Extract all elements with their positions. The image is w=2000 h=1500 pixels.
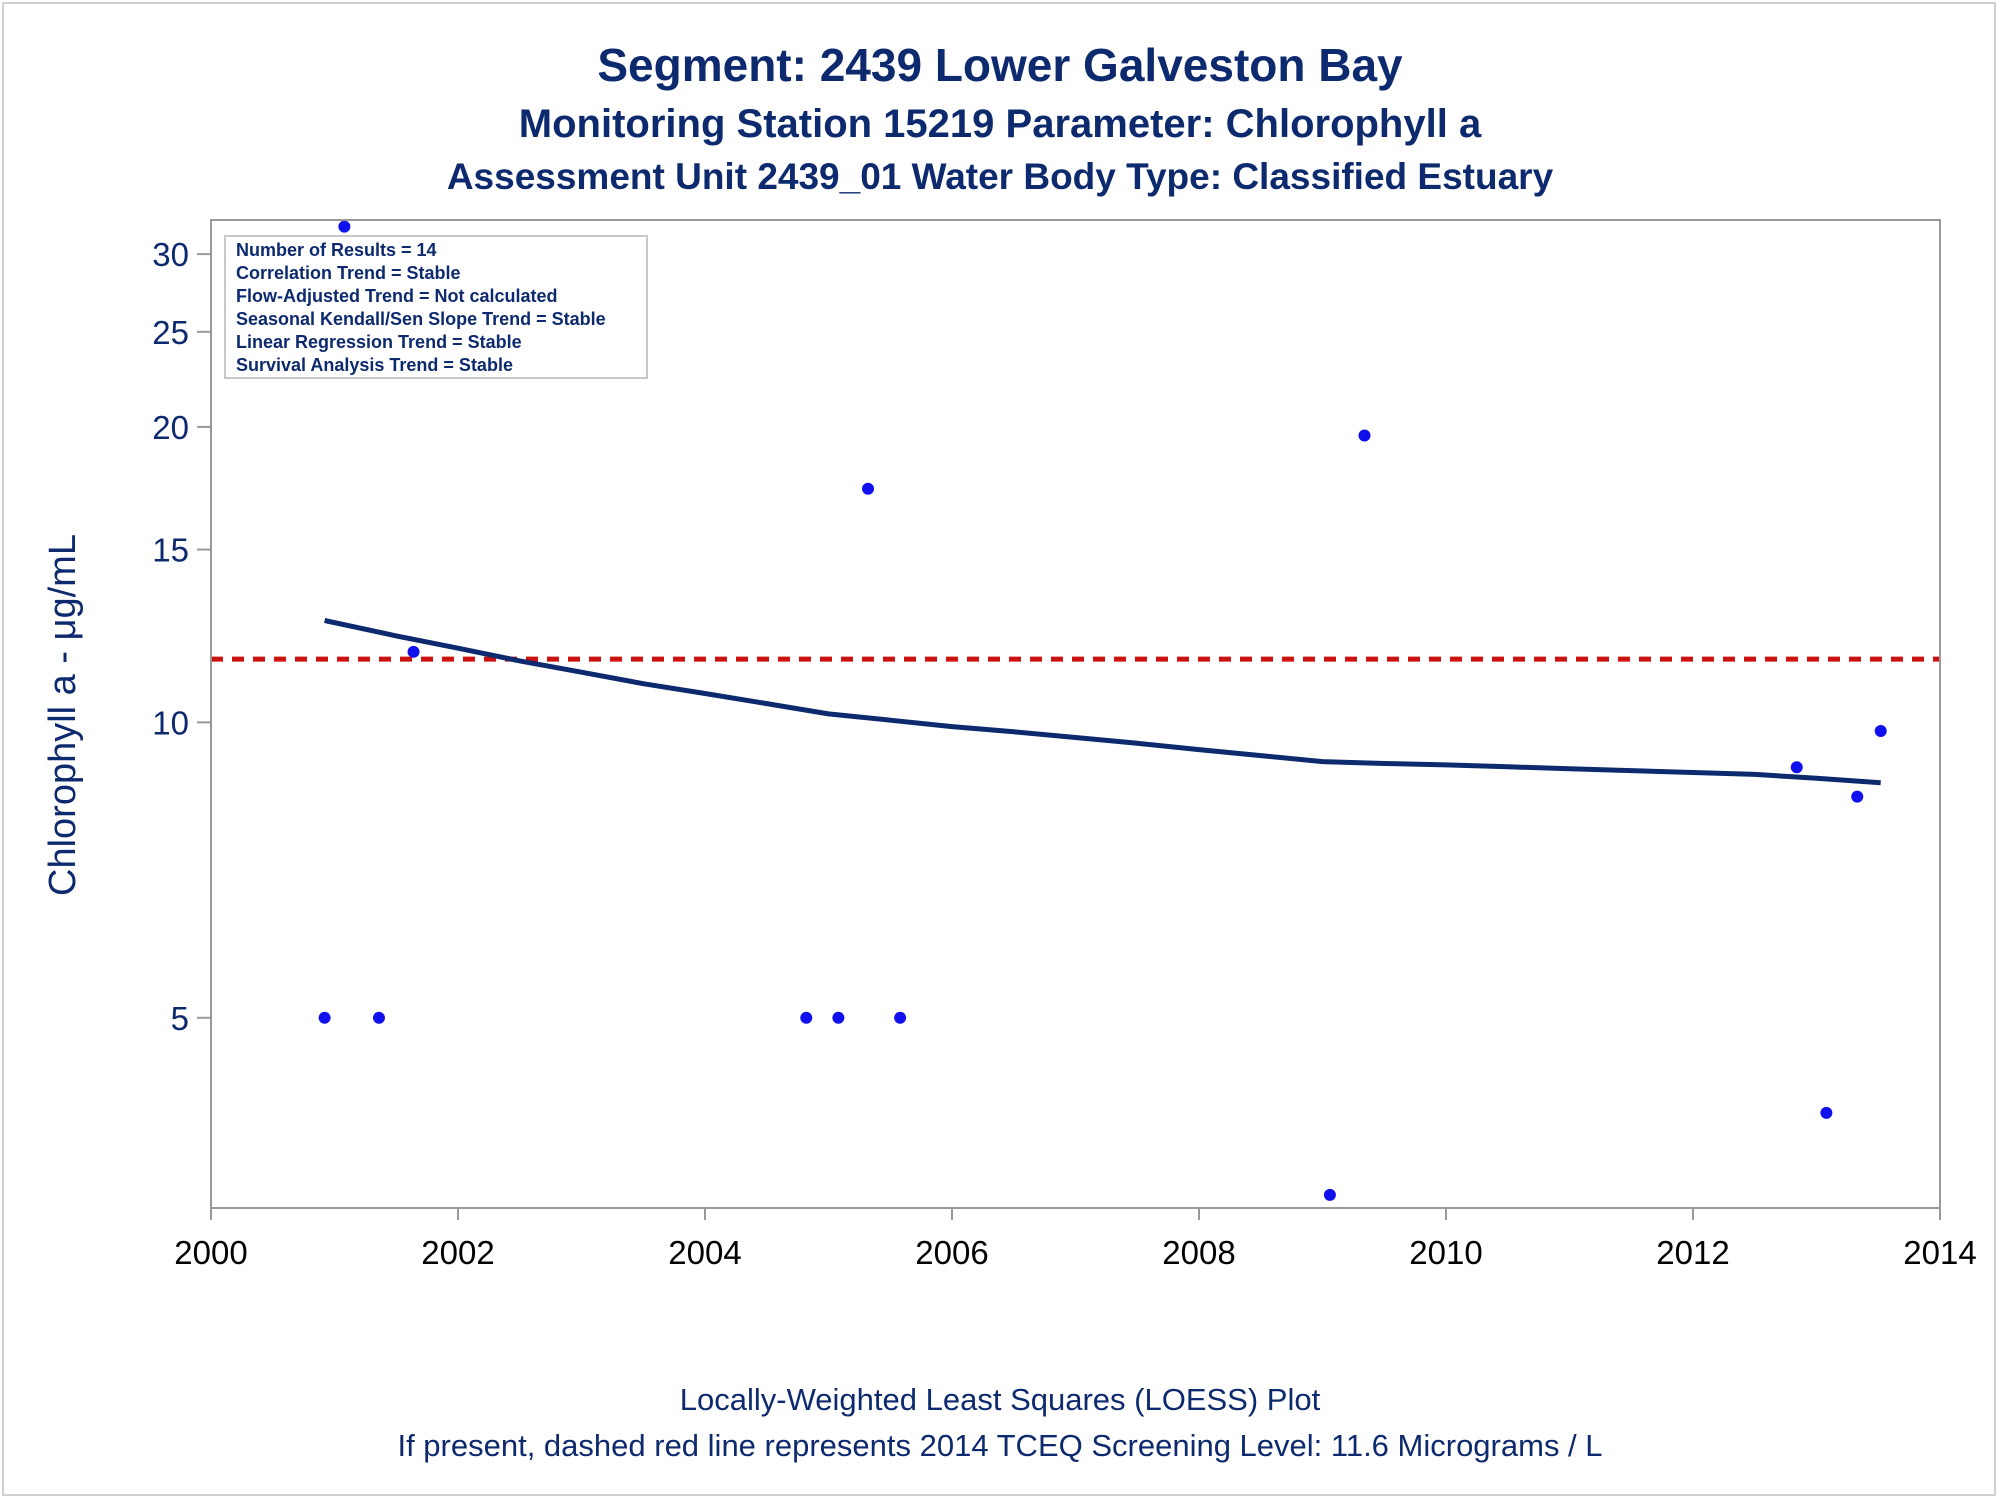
stats-line: Flow-Adjusted Trend = Not calculated (236, 286, 558, 306)
x-tick-label: 2008 (1162, 1234, 1235, 1271)
plot-area-frame (210, 219, 1941, 1209)
data-point (338, 220, 351, 233)
y-tick-label: 30 (152, 236, 189, 273)
chart-subtitle-assessment: Assessment Unit 2439_01 Water Body Type:… (446, 156, 1554, 197)
chart-title: Segment: 2439 Lower Galveston Bay (597, 39, 1403, 91)
x-tick-label: 2004 (668, 1234, 741, 1271)
x-tick-label: 2000 (174, 1234, 247, 1271)
y-tick-label: 25 (152, 314, 189, 351)
x-tick-label: 2010 (1409, 1234, 1482, 1271)
data-point (1851, 790, 1864, 803)
stats-line: Number of Results = 14 (236, 240, 437, 260)
data-point (1820, 1106, 1833, 1119)
plot-layer (211, 220, 1940, 1201)
data-point (372, 1011, 385, 1024)
axes: 5 10 15 20 25 30 2000 2002 2004 2006 2008 2010 2012 2… (42, 219, 1977, 1271)
footnote-screening-level: If present, dashed red line represents 2… (397, 1428, 1603, 1463)
stats-line: Linear Regression Trend = Stable (236, 332, 522, 352)
y-axis-label: Chlorophyll a - μg/mL (42, 534, 84, 896)
y-tick-label: 15 (152, 532, 189, 569)
data-point (318, 1011, 331, 1024)
stats-line: Correlation Trend = Stable (236, 263, 461, 283)
data-point (407, 645, 420, 658)
data-point (1790, 761, 1803, 774)
stats-line: Seasonal Kendall/Sen Slope Trend = Stabl… (236, 309, 606, 329)
loess-curve (324, 618, 1881, 786)
stats-box-frame (224, 235, 648, 379)
x-tick-label: 2012 (1656, 1234, 1729, 1271)
data-point (1323, 1188, 1336, 1201)
y-tick-label: 10 (152, 704, 189, 741)
data-point (862, 482, 875, 495)
stats-line: Survival Analysis Trend = Stable (236, 355, 513, 375)
data-point (800, 1011, 813, 1024)
x-tick-label: 2002 (421, 1234, 494, 1271)
data-point (1358, 429, 1371, 442)
data-point (894, 1011, 907, 1024)
data-point (832, 1011, 845, 1024)
y-tick-label: 5 (171, 1000, 189, 1037)
y-tick-label: 20 (152, 409, 189, 446)
chart-subtitle-station: Monitoring Station 15219 Parameter: Chlo… (518, 102, 1482, 146)
footnote-plot-type: Locally-Weighted Least Squares (LOESS) P… (679, 1382, 1321, 1417)
stats-box: Number of Results = 14 Correlation Trend … (224, 235, 648, 379)
x-tick-label: 2014 (1903, 1234, 1976, 1271)
data-point (1874, 724, 1887, 737)
x-tick-label: 2006 (915, 1234, 988, 1271)
